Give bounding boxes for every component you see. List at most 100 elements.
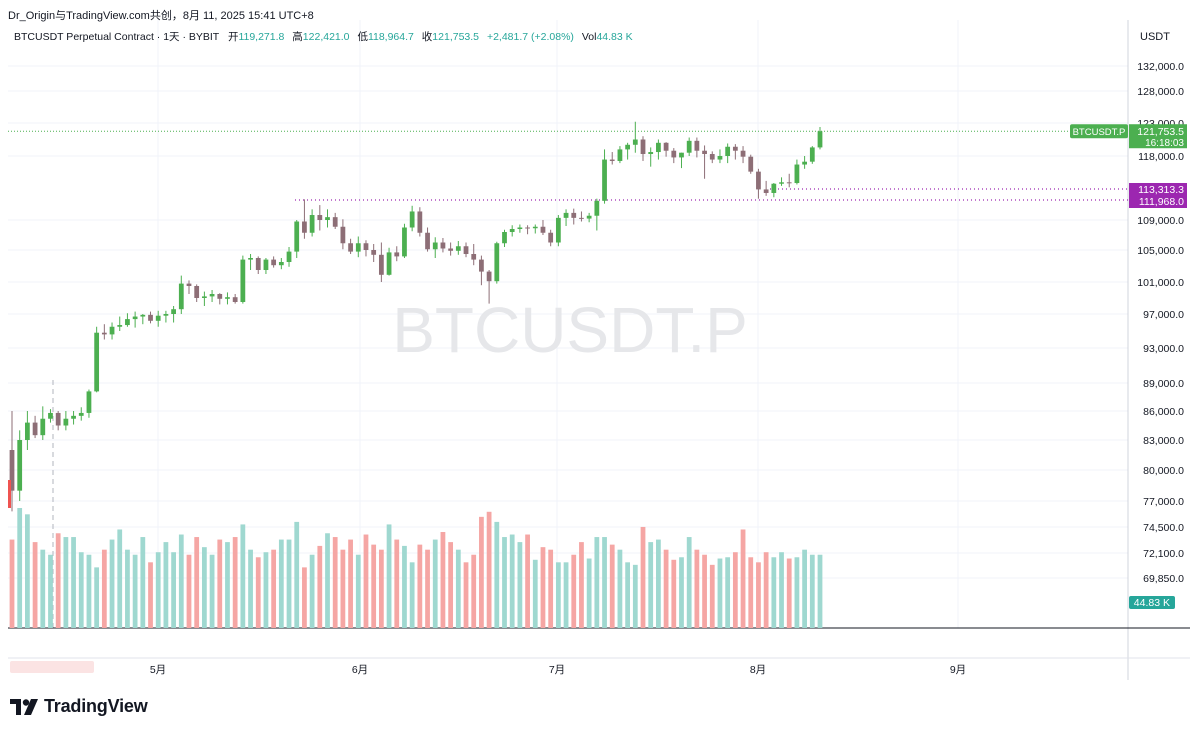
volume-bar	[640, 526, 646, 628]
volume-bar	[378, 549, 384, 628]
x-tick-label: 9月	[950, 664, 966, 676]
volume-bar	[248, 549, 253, 628]
volume-bar	[602, 537, 607, 628]
volume-bar	[348, 539, 353, 628]
volume-bar	[555, 562, 561, 628]
candle-body	[802, 161, 807, 165]
candle-body	[332, 217, 338, 227]
volume-bar	[748, 557, 754, 628]
legend-symbol: BTCUSDT Perpetual Contract · 1天 · BYBIT	[14, 31, 220, 43]
candle-body	[656, 142, 661, 153]
candle-body	[809, 147, 815, 162]
y-tick-label: 128,000.0	[1137, 86, 1184, 98]
candle-body	[702, 150, 707, 155]
volume-bar	[302, 567, 307, 628]
x-tick-label: 5月	[150, 664, 166, 676]
volume-bar	[63, 537, 69, 628]
volume-bar	[340, 549, 346, 628]
candle-body	[748, 156, 754, 172]
volume-bar	[409, 562, 415, 628]
candle-body	[509, 229, 515, 232]
candle-body	[325, 217, 330, 220]
candle-body	[255, 258, 261, 270]
volume-bar	[125, 549, 130, 628]
candle-body	[101, 332, 107, 335]
candle-body	[579, 217, 584, 219]
volume-bar	[217, 539, 223, 628]
level-lines	[8, 130, 1128, 201]
volume-tag-bg	[1129, 596, 1175, 609]
volume-bar	[132, 554, 138, 628]
candle-body	[756, 171, 761, 190]
candle-body	[632, 139, 638, 145]
candle-body	[563, 212, 569, 218]
volume-bar	[786, 558, 792, 628]
chart-attribution: Dr_Origin与TradingView.com共创，8月 11, 2025 …	[8, 10, 314, 22]
volume-bar	[225, 542, 230, 628]
volume-bar	[679, 557, 684, 628]
y-tick-label: 93,000.0	[1143, 343, 1184, 355]
candle-body	[609, 159, 615, 161]
volume-bar	[455, 549, 461, 628]
volume-bar	[686, 537, 692, 628]
candle-body	[117, 325, 123, 327]
volume-bar	[309, 554, 315, 628]
candle-body	[63, 418, 69, 426]
tradingview-logo[interactable]: TradingView	[10, 696, 148, 717]
candle-body	[148, 314, 153, 321]
candle-body	[448, 248, 454, 251]
volume-bar	[394, 539, 400, 628]
volume-bar	[794, 557, 800, 628]
volume-bar	[286, 539, 292, 628]
candle-body	[286, 251, 292, 262]
candle-body	[17, 440, 23, 491]
legend-low: 118,964.7	[368, 31, 414, 43]
volume-bar	[425, 549, 430, 628]
candle-body	[125, 319, 130, 326]
volume-bar	[609, 544, 615, 628]
last-price-tag-label: 121,753.5	[1137, 126, 1184, 138]
x-tick-label: 6月	[352, 664, 368, 676]
volume-bar	[509, 534, 515, 628]
candle-body	[225, 297, 230, 299]
volume-bar	[155, 552, 161, 628]
volume-bar	[271, 549, 277, 628]
level-tag-upper-bg	[1129, 183, 1187, 195]
volume-bar	[632, 564, 638, 628]
candle-body	[817, 131, 823, 148]
legend-high: 122,421.0	[303, 31, 350, 43]
candle-body	[455, 246, 461, 251]
time-axis: 5月 6月 7月 8月 9月	[150, 664, 966, 676]
candle-body	[555, 217, 561, 243]
legend-close-label: 收	[422, 30, 433, 43]
price-axis: USDT 132,000.0128,000.0123,000.0118,000.…	[1137, 31, 1184, 585]
candle-body	[217, 294, 223, 299]
candle-body	[517, 227, 523, 229]
candle-body	[363, 243, 369, 250]
watermark: BTCUSDT.P	[392, 294, 748, 366]
candle-body	[571, 212, 577, 218]
volume-bar	[25, 514, 30, 628]
y-tick-label: 97,000.0	[1143, 309, 1184, 321]
volume-bar	[702, 554, 707, 628]
volume-bar	[194, 537, 200, 628]
volume-bar	[94, 567, 100, 628]
tradingview-logo-icon	[10, 698, 38, 715]
y-tick-label: 83,000.0	[1143, 435, 1184, 447]
grid	[8, 20, 1190, 680]
candle-body	[479, 259, 484, 272]
volume-bar	[471, 554, 477, 628]
level-tag-lower-bg	[1129, 195, 1187, 208]
volume-bar	[579, 542, 584, 628]
volume-bar	[78, 552, 84, 628]
volume-bar	[448, 542, 454, 628]
volume-bar	[148, 562, 153, 628]
candle-body	[532, 226, 538, 229]
volume-bar	[725, 557, 731, 628]
volume-bar	[32, 542, 38, 628]
y-tick-label: 132,000.0	[1137, 61, 1184, 73]
candle-body	[232, 297, 238, 302]
volume-bar	[171, 552, 176, 628]
candle-body	[709, 154, 715, 160]
